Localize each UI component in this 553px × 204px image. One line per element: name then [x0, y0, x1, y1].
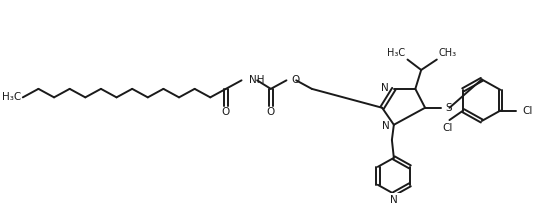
Text: O: O [222, 108, 230, 118]
Text: Cl: Cl [523, 106, 533, 116]
Text: H₃C: H₃C [2, 92, 21, 102]
Text: NH: NH [249, 75, 265, 85]
Text: S: S [446, 103, 452, 113]
Text: N: N [381, 83, 389, 93]
Text: CH₃: CH₃ [439, 48, 457, 58]
Text: Cl: Cl [442, 123, 453, 133]
Text: N: N [382, 121, 390, 131]
Text: N: N [390, 195, 398, 204]
Text: O: O [267, 108, 275, 118]
Text: H₃C: H₃C [388, 48, 405, 58]
Text: O: O [291, 75, 300, 85]
